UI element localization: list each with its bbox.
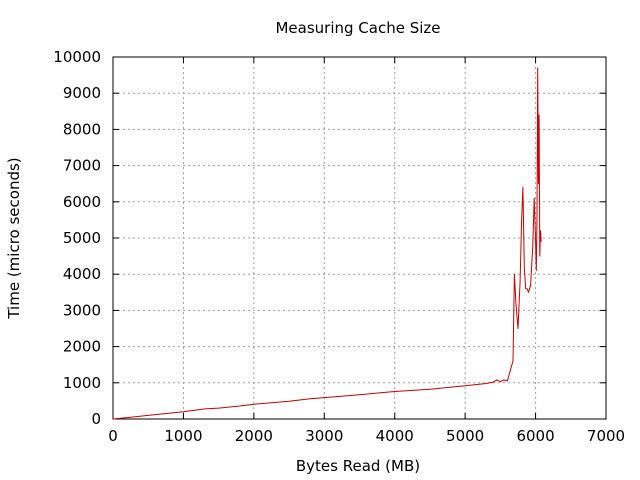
gridlines xyxy=(113,57,606,419)
x-tick-label: 1000 xyxy=(164,427,202,445)
y-tick-label: 1000 xyxy=(63,374,101,392)
x-tick-label: 7000 xyxy=(587,427,625,445)
x-tick-label: 0 xyxy=(108,427,118,445)
chart-title: Measuring Cache Size xyxy=(275,19,440,37)
y-tick-label: 7000 xyxy=(63,157,101,175)
series-group xyxy=(112,67,542,420)
x-tick-label: 5000 xyxy=(446,427,484,445)
axis-ticks: 0 1000 2000 3000 4000 5000 6000 7000 0 1000 2000 30… xyxy=(53,48,625,445)
y-tick-label: 6000 xyxy=(63,193,101,211)
x-axis-title: Bytes Read (MB) xyxy=(296,457,420,475)
series-line-0 xyxy=(112,67,542,420)
x-tick-label: 2000 xyxy=(235,427,273,445)
y-tick-label: 5000 xyxy=(63,229,101,247)
y-tick-label: 2000 xyxy=(63,338,101,356)
y-tick-label: 8000 xyxy=(63,120,101,138)
x-tick-label: 6000 xyxy=(516,427,554,445)
y-tick-label: 0 xyxy=(91,410,101,428)
y-tick-label: 10000 xyxy=(53,48,101,66)
y-tick-label: 9000 xyxy=(63,84,101,102)
y-tick-label: 3000 xyxy=(63,301,101,319)
x-tick-label: 4000 xyxy=(376,427,414,445)
y-tick-label: 4000 xyxy=(63,265,101,283)
x-tick-label: 3000 xyxy=(305,427,343,445)
y-axis-title: Time (micro seconds) xyxy=(5,157,23,319)
